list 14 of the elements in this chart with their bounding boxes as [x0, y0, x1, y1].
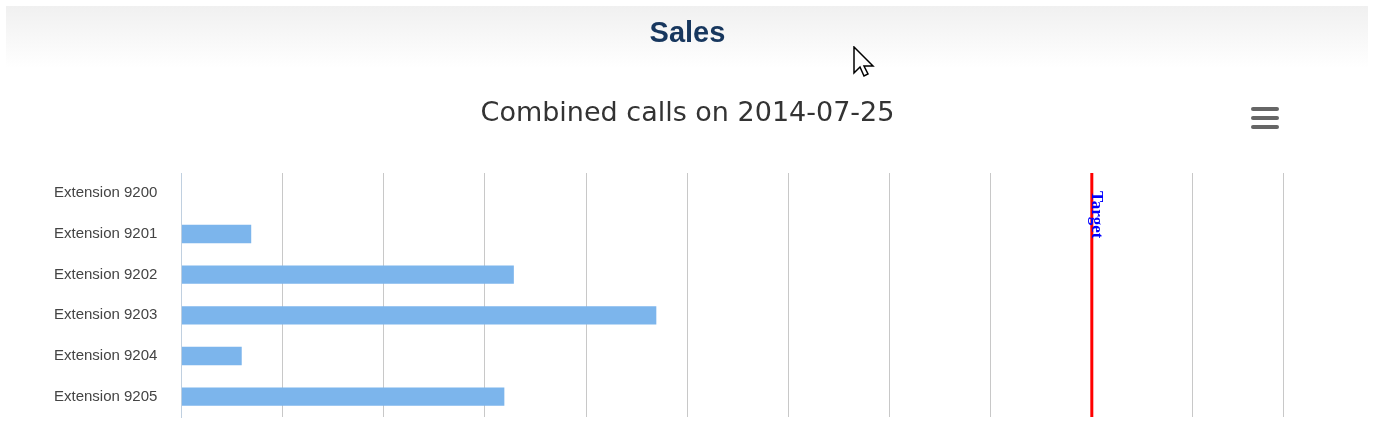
chart-title: Sales [648, 16, 727, 49]
bar [181, 306, 657, 325]
y-tick-label: Extension 9201 [53, 224, 158, 242]
y-tick-label: Extension 9205 [53, 386, 158, 404]
bar [181, 265, 514, 284]
bar [181, 346, 242, 366]
chart-subtitle: Combined calls on 2014-07-25 [479, 96, 896, 127]
y-tick-label: Extension 9200 [53, 183, 158, 201]
ref-line-label: Target [1088, 191, 1108, 239]
y-tick-label: Extension 9202 [53, 264, 158, 282]
y-tick-label: Extension 9204 [53, 346, 158, 364]
y-tick-label: Extension 9203 [53, 305, 158, 323]
bar [181, 224, 252, 244]
bar [181, 387, 505, 406]
